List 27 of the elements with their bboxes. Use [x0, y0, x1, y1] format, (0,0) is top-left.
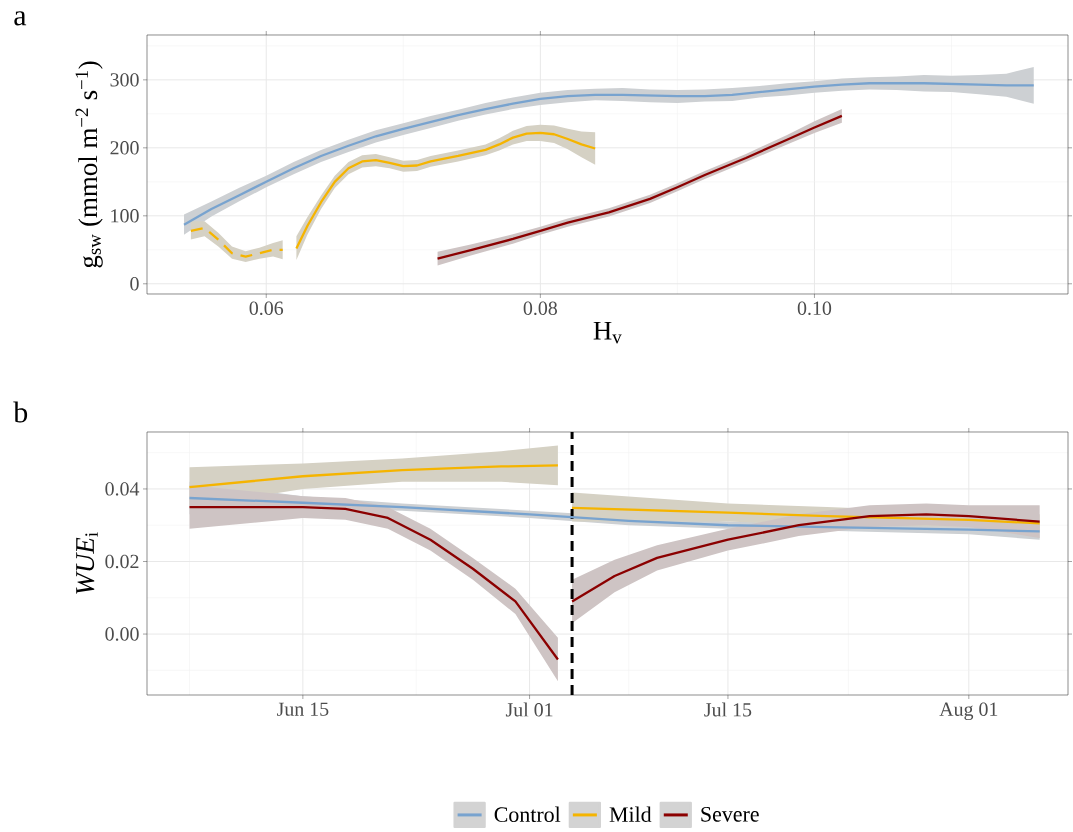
line-series [188, 496, 1041, 533]
legend-label: Control [494, 806, 561, 822]
y-axis-title: WUE$_{i}$ [76, 532, 98, 594]
x-tick-label: Aug 01 [939, 702, 998, 721]
x-tick-label: Jul 15 [704, 702, 752, 717]
y-tick-label: 100 [111, 209, 139, 223]
chart-title: a [14, 11, 27, 26]
x-tick-label: 0.10 [797, 301, 832, 316]
x-tick-label: 0.06 [249, 301, 284, 316]
line-series [570, 506, 1041, 525]
x-tick-label: Jul 01 [505, 702, 553, 717]
x-tick-label: Jun 15 [276, 702, 329, 716]
legend-label: Mild [609, 806, 652, 822]
line-series [188, 505, 560, 661]
y-tick-label: 0 [130, 277, 139, 291]
y-tick-label: 200 [110, 141, 139, 155]
legend-label: Severe [701, 806, 759, 822]
y-tick-label: 0.00 [105, 627, 139, 641]
line-series [188, 464, 560, 489]
y-axis-title: g$_{sw}$ (mmol m$^{−2}$ s$^{−1}$) [75, 61, 103, 268]
x-tick-label: 0.08 [523, 301, 558, 316]
y-tick-label: 300 [110, 73, 139, 87]
line-series [570, 513, 1041, 603]
x-axis-title: H$_{v}$ [593, 321, 622, 344]
chart-title: b [13, 401, 28, 423]
y-tick-label: 0.02 [105, 554, 139, 569]
y-tick-label: 0.04 [105, 482, 140, 496]
